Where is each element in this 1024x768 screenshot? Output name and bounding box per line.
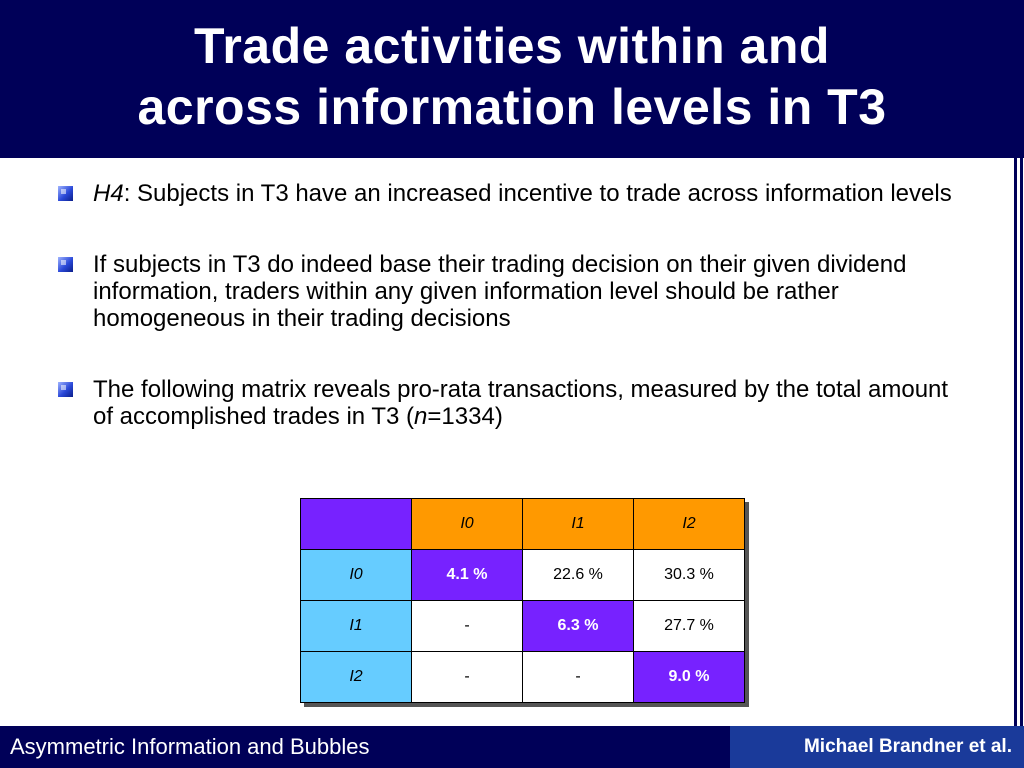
column-header: I0	[411, 498, 523, 550]
table-row: I2 - - 9.0 %	[300, 651, 745, 703]
table-row: I1 - 6.3 % 27.7 %	[300, 600, 745, 652]
bullet-item-homogeneity: If subjects in T3 do indeed base their t…	[58, 251, 958, 332]
table-cell-diagonal: 4.1 %	[411, 549, 523, 601]
bullet-text: The following matrix reveals pro-rata tr…	[93, 376, 949, 430]
row-header: I2	[300, 651, 412, 703]
table-cell: -	[522, 651, 634, 703]
column-header: I2	[633, 498, 745, 550]
n-symbol: n	[414, 403, 428, 430]
title-line-1: Trade activities within and	[194, 18, 830, 74]
table-cell: 22.6 %	[522, 549, 634, 601]
row-header: I1	[300, 600, 412, 652]
table-cell-diagonal: 9.0 %	[633, 651, 745, 703]
bullet-item-hypothesis: H4: Subjects in T3 have an increased inc…	[58, 180, 958, 207]
bullet-square-icon	[58, 257, 73, 272]
bullet-square-icon	[58, 382, 73, 397]
footer-presentation-title: Asymmetric Information and Bubbles	[0, 726, 730, 768]
bullet-text-end: =1334)	[427, 403, 503, 430]
bullet-square-icon	[58, 186, 73, 201]
bullet-list: H4: Subjects in T3 have an increased inc…	[58, 180, 958, 474]
table-cell: -	[411, 600, 523, 652]
table-cell: 27.7 %	[633, 600, 745, 652]
bullet-text: If subjects in T3 do indeed base their t…	[93, 251, 907, 332]
table-cell-diagonal: 6.3 %	[522, 600, 634, 652]
title-line-2: across information levels in T3	[137, 79, 887, 135]
trade-matrix-table: I0 I1 I2 I0 4.1 % 22.6 % 30.3 % I1 - 6.3…	[300, 498, 745, 703]
table-row: I0 4.1 % 22.6 % 30.3 %	[300, 549, 745, 601]
right-border-line	[1014, 158, 1017, 726]
table-cell: -	[411, 651, 523, 703]
bullet-text: : Subjects in T3 have an increased incen…	[123, 180, 952, 207]
header-row: I0 I1 I2	[300, 498, 745, 550]
title-bar: Trade activities within and across infor…	[0, 0, 1024, 158]
table-cell: 30.3 %	[633, 549, 745, 601]
footer-author: Michael Brandner et al.	[730, 726, 1024, 768]
corner-cell	[300, 498, 412, 550]
right-border-line	[1020, 158, 1023, 726]
bullet-item-matrix: The following matrix reveals pro-rata tr…	[58, 376, 958, 430]
row-header: I0	[300, 549, 412, 601]
hypothesis-label: H4	[93, 180, 124, 207]
slide-title: Trade activities within and across infor…	[137, 16, 886, 138]
column-header: I1	[522, 498, 634, 550]
